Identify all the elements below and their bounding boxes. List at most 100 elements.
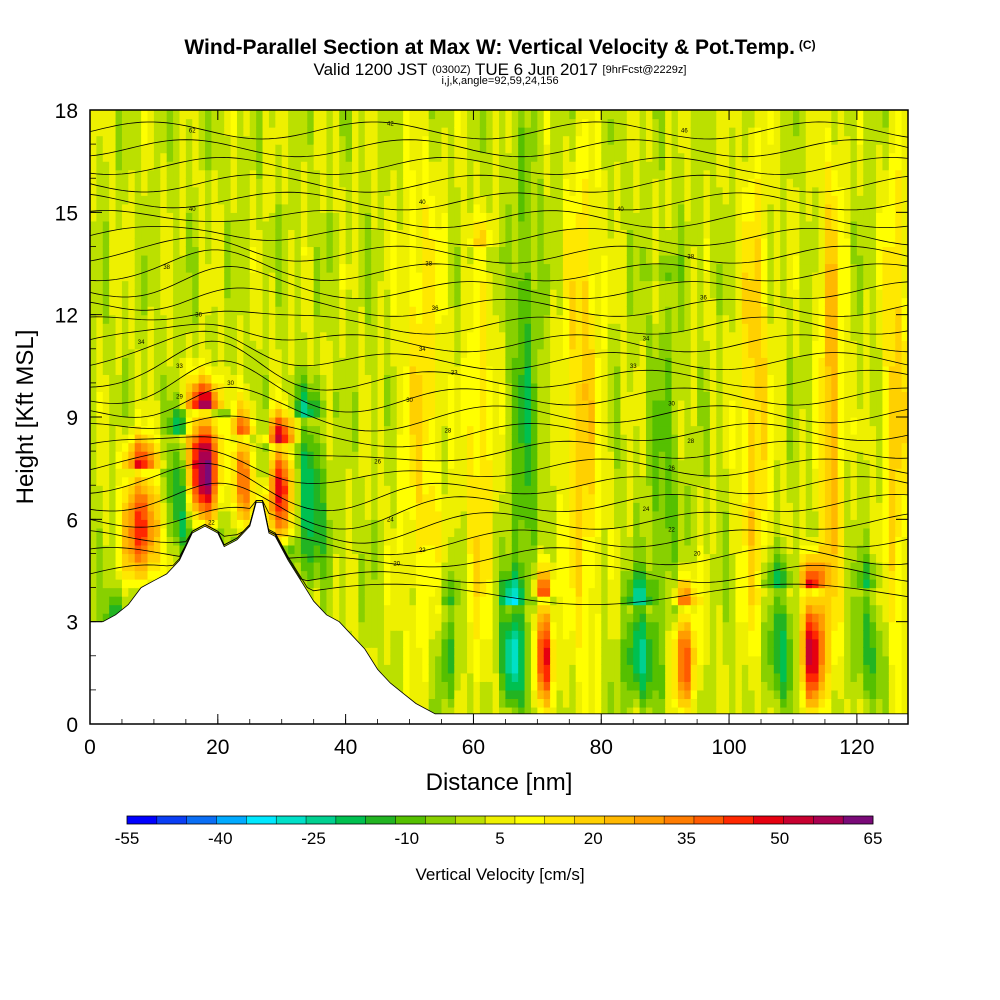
- velocity-cell: [90, 110, 97, 120]
- velocity-cell: [268, 220, 276, 230]
- velocity-cell: [192, 314, 200, 324]
- velocity-cell: [403, 442, 411, 452]
- velocity-cell: [300, 161, 308, 171]
- velocity-cell: [275, 195, 283, 205]
- velocity-cell: [415, 613, 423, 623]
- velocity-cell: [467, 323, 475, 333]
- velocity-cell: [364, 630, 372, 640]
- velocity-cell: [447, 698, 455, 708]
- velocity-cell: [96, 237, 104, 248]
- velocity-cell: [447, 527, 455, 537]
- velocity-cell: [352, 297, 360, 307]
- velocity-cell: [268, 237, 276, 248]
- velocity-cell: [479, 195, 487, 205]
- velocity-cell: [422, 314, 430, 324]
- velocity-cell: [205, 425, 213, 435]
- velocity-cell: [288, 485, 296, 495]
- velocity-cell: [403, 485, 411, 495]
- velocity-cell: [307, 220, 315, 230]
- velocity-cell: [409, 425, 417, 435]
- velocity-cell: [492, 272, 500, 282]
- velocity-cell: [115, 442, 123, 452]
- velocity-cell: [345, 297, 353, 307]
- velocity-cell: [454, 536, 462, 546]
- velocity-cell: [479, 596, 487, 606]
- velocity-cell: [479, 280, 487, 290]
- velocity-cell: [383, 272, 391, 282]
- velocity-cell: [230, 476, 238, 486]
- velocity-cell: [262, 340, 270, 350]
- velocity-cell: [294, 468, 302, 478]
- velocity-cell: [262, 348, 270, 358]
- velocity-cell: [96, 161, 104, 171]
- velocity-cell: [371, 587, 379, 597]
- velocity-cell: [505, 561, 513, 572]
- velocity-cell: [134, 135, 142, 145]
- velocity-cell: [415, 323, 423, 333]
- velocity-cell: [160, 553, 168, 563]
- velocity-cell: [460, 596, 468, 606]
- velocity-cell: [115, 280, 123, 290]
- velocity-cell: [364, 408, 372, 418]
- velocity-cell: [185, 519, 193, 529]
- velocity-cell: [326, 510, 334, 520]
- velocity-cell: [460, 561, 468, 572]
- velocity-cell: [441, 169, 449, 179]
- velocity-cell: [268, 451, 276, 461]
- velocity-cell: [505, 655, 513, 665]
- velocity-cell: [396, 536, 404, 546]
- velocity-cell: [364, 493, 372, 503]
- velocity-cell: [281, 476, 289, 486]
- velocity-cell: [345, 314, 353, 324]
- velocity-cell: [447, 297, 455, 307]
- velocity-cell: [320, 331, 328, 341]
- velocity-cell: [377, 527, 385, 537]
- velocity-cell: [313, 152, 321, 162]
- velocity-cell: [422, 178, 430, 188]
- velocity-cell: [435, 374, 443, 384]
- velocity-cell: [435, 553, 443, 563]
- velocity-cell: [294, 382, 302, 393]
- velocity-cell: [447, 382, 455, 393]
- velocity-cell: [364, 212, 372, 222]
- velocity-cell: [505, 186, 513, 196]
- velocity-cell: [307, 493, 315, 503]
- velocity-cell: [294, 519, 302, 529]
- velocity-cell: [479, 434, 487, 444]
- velocity-cell: [249, 152, 257, 162]
- velocity-cell: [371, 263, 379, 273]
- velocity-cell: [518, 203, 526, 213]
- velocity-cell: [467, 306, 475, 316]
- velocity-cell: [268, 382, 276, 393]
- velocity-cell: [109, 579, 117, 589]
- velocity-cell: [339, 297, 347, 307]
- velocity-cell: [435, 485, 443, 495]
- velocity-cell: [236, 263, 244, 273]
- velocity-cell: [428, 647, 436, 657]
- velocity-cell: [243, 408, 251, 418]
- velocity-cell: [198, 425, 206, 435]
- velocity-cell: [371, 638, 379, 648]
- velocity-cell: [326, 135, 334, 145]
- velocity-cell: [109, 417, 117, 427]
- velocity-cell: [345, 118, 353, 128]
- velocity-cell: [486, 280, 494, 290]
- velocity-cell: [173, 502, 181, 512]
- velocity-cell: [454, 510, 462, 520]
- velocity-cell: [441, 544, 449, 555]
- velocity-cell: [409, 144, 417, 154]
- velocity-cell: [467, 169, 475, 179]
- velocity-cell: [499, 169, 506, 179]
- velocity-cell: [454, 451, 462, 461]
- velocity-cell: [185, 382, 193, 393]
- velocity-cell: [524, 314, 532, 324]
- velocity-cell: [511, 331, 519, 341]
- velocity-cell: [281, 195, 289, 205]
- velocity-cell: [428, 570, 436, 580]
- velocity-cell: [294, 110, 302, 120]
- velocity-cell: [313, 246, 321, 256]
- velocity-cell: [486, 408, 494, 418]
- velocity-cell: [102, 306, 110, 316]
- velocity-cell: [371, 178, 379, 188]
- velocity-cell: [428, 706, 436, 717]
